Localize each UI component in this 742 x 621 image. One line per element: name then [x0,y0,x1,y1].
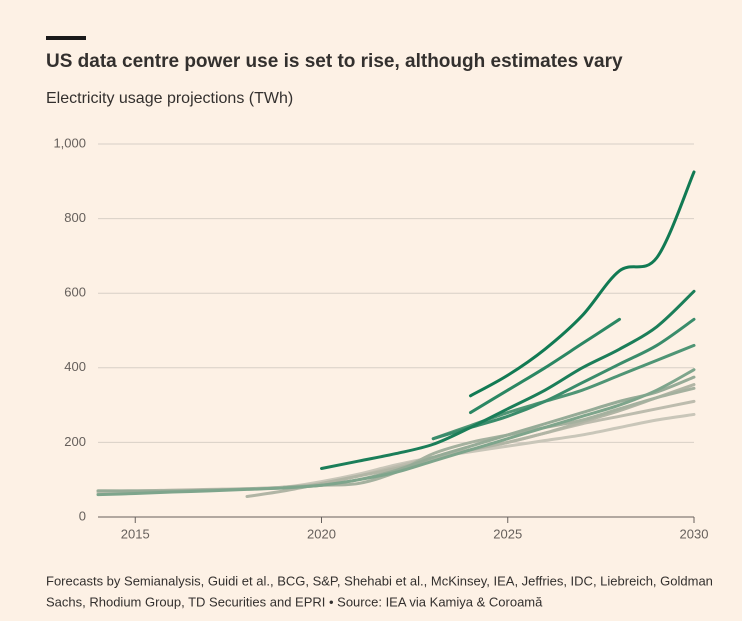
brand-bar [46,36,86,40]
y-tick-label: 1,000 [53,135,86,150]
x-tick-label: 2015 [121,526,150,541]
y-tick-label: 200 [64,434,86,449]
y-tick-label: 0 [79,508,86,523]
series-line [282,386,696,489]
x-tick-label: 2020 [307,526,336,541]
x-tick-label: 2025 [493,526,522,541]
footnote: Sachs, Rhodium Group, TD Securities and … [46,594,543,609]
chart-title: US data centre power use is set to rise,… [46,51,623,72]
chart-subtitle: Electricity usage projections (TWh) [46,90,293,107]
footnote: Forecasts by Semianalysis, Guidi et al.,… [46,573,713,588]
series-line [96,368,696,497]
y-tick-label: 400 [64,359,86,374]
y-tick-label: 800 [64,210,86,225]
series-line [96,375,696,493]
series-line [469,170,696,398]
x-tick-label: 2030 [680,526,709,541]
series-line [469,317,621,415]
series-line [320,289,696,471]
y-tick-label: 600 [64,285,86,300]
